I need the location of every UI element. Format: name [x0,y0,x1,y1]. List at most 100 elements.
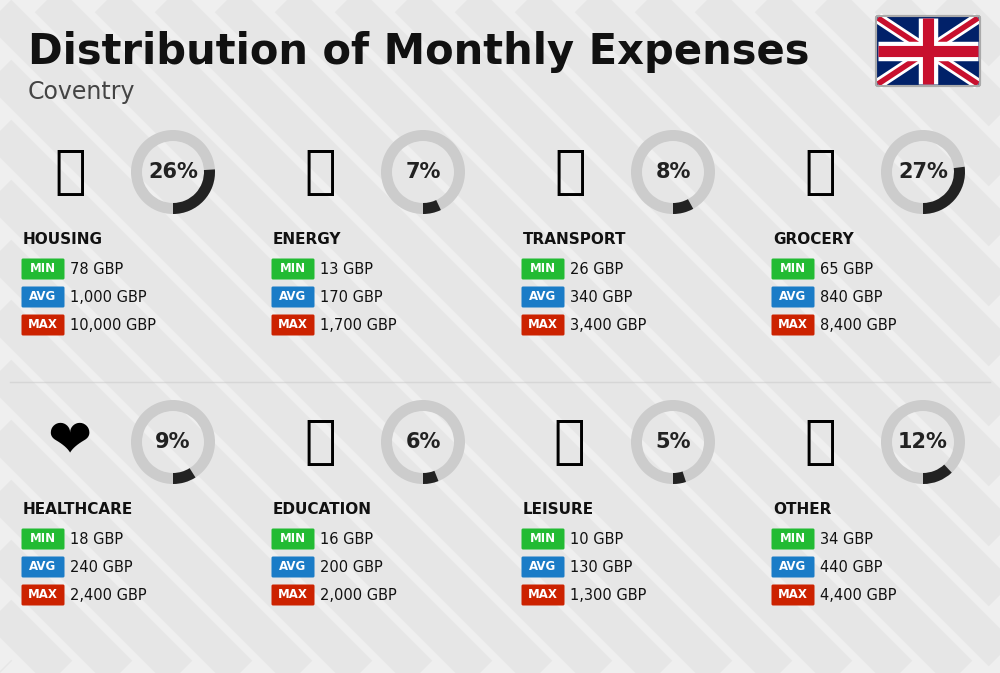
Text: 8,400 GBP: 8,400 GBP [820,318,896,332]
Text: 18 GBP: 18 GBP [70,532,123,546]
Text: 3,400 GBP: 3,400 GBP [570,318,646,332]
Text: MIN: MIN [530,532,556,546]
Text: AVG: AVG [529,561,557,573]
Wedge shape [631,130,715,214]
Text: MIN: MIN [780,262,806,275]
Wedge shape [423,200,441,214]
Text: 2,000 GBP: 2,000 GBP [320,588,397,602]
Text: 26%: 26% [148,162,198,182]
Text: 10 GBP: 10 GBP [570,532,623,546]
Text: 🔌: 🔌 [304,146,336,198]
Text: ENERGY: ENERGY [273,232,342,247]
FancyBboxPatch shape [22,258,64,279]
Wedge shape [923,167,965,214]
FancyBboxPatch shape [22,557,64,577]
FancyBboxPatch shape [22,528,64,549]
Text: 200 GBP: 200 GBP [320,559,383,575]
FancyBboxPatch shape [772,528,814,549]
Text: 10,000 GBP: 10,000 GBP [70,318,156,332]
Text: 5%: 5% [655,432,691,452]
Wedge shape [673,472,686,484]
FancyBboxPatch shape [272,584,314,606]
FancyBboxPatch shape [522,314,564,336]
Text: 🛒: 🛒 [804,146,836,198]
Text: 💰: 💰 [804,416,836,468]
Text: HEALTHCARE: HEALTHCARE [23,502,133,517]
Text: AVG: AVG [779,291,807,304]
Text: EDUCATION: EDUCATION [273,502,372,517]
Text: 840 GBP: 840 GBP [820,289,883,304]
FancyBboxPatch shape [22,584,64,606]
Text: 65 GBP: 65 GBP [820,262,873,277]
Text: 340 GBP: 340 GBP [570,289,632,304]
Text: MAX: MAX [528,318,558,332]
Text: 9%: 9% [155,432,191,452]
FancyBboxPatch shape [772,557,814,577]
FancyBboxPatch shape [876,16,980,86]
Text: 240 GBP: 240 GBP [70,559,133,575]
Text: MAX: MAX [778,588,808,602]
FancyBboxPatch shape [772,314,814,336]
Text: 1,700 GBP: 1,700 GBP [320,318,397,332]
Wedge shape [173,468,196,484]
FancyBboxPatch shape [272,314,314,336]
Text: MIN: MIN [280,532,306,546]
FancyBboxPatch shape [522,287,564,308]
Text: OTHER: OTHER [773,502,831,517]
Text: MAX: MAX [278,318,308,332]
Wedge shape [881,130,965,214]
Text: 26 GBP: 26 GBP [570,262,623,277]
Wedge shape [923,464,952,484]
Wedge shape [881,400,965,484]
Text: 130 GBP: 130 GBP [570,559,632,575]
FancyBboxPatch shape [522,584,564,606]
Text: 27%: 27% [898,162,948,182]
Text: 🛍️: 🛍️ [554,416,586,468]
Text: 4,400 GBP: 4,400 GBP [820,588,896,602]
Text: 7%: 7% [405,162,441,182]
Text: Distribution of Monthly Expenses: Distribution of Monthly Expenses [28,31,810,73]
Text: AVG: AVG [779,561,807,573]
Text: 34 GBP: 34 GBP [820,532,873,546]
FancyBboxPatch shape [272,557,314,577]
Text: 8%: 8% [655,162,691,182]
Text: MAX: MAX [28,318,58,332]
Text: ❤️: ❤️ [48,416,92,468]
Text: MAX: MAX [28,588,58,602]
FancyBboxPatch shape [772,258,814,279]
Text: 440 GBP: 440 GBP [820,559,883,575]
FancyBboxPatch shape [522,258,564,279]
Text: 12%: 12% [898,432,948,452]
Text: 🎓: 🎓 [304,416,336,468]
Wedge shape [131,400,215,484]
Text: MIN: MIN [30,532,56,546]
Wedge shape [173,170,215,214]
FancyBboxPatch shape [522,557,564,577]
FancyBboxPatch shape [772,287,814,308]
Text: MAX: MAX [778,318,808,332]
Text: HOUSING: HOUSING [23,232,103,247]
Text: 78 GBP: 78 GBP [70,262,123,277]
Text: 16 GBP: 16 GBP [320,532,373,546]
Wedge shape [131,130,215,214]
Text: 13 GBP: 13 GBP [320,262,373,277]
Wedge shape [631,400,715,484]
FancyBboxPatch shape [522,528,564,549]
FancyBboxPatch shape [22,287,64,308]
Wedge shape [381,130,465,214]
FancyBboxPatch shape [22,314,64,336]
Text: 1,000 GBP: 1,000 GBP [70,289,147,304]
Text: GROCERY: GROCERY [773,232,854,247]
Text: MIN: MIN [780,532,806,546]
Text: AVG: AVG [279,561,307,573]
Text: AVG: AVG [29,291,57,304]
Text: LEISURE: LEISURE [523,502,594,517]
FancyBboxPatch shape [272,287,314,308]
Text: MIN: MIN [530,262,556,275]
Text: AVG: AVG [529,291,557,304]
Text: AVG: AVG [29,561,57,573]
FancyBboxPatch shape [272,258,314,279]
Text: MAX: MAX [528,588,558,602]
FancyBboxPatch shape [272,528,314,549]
Text: MIN: MIN [30,262,56,275]
